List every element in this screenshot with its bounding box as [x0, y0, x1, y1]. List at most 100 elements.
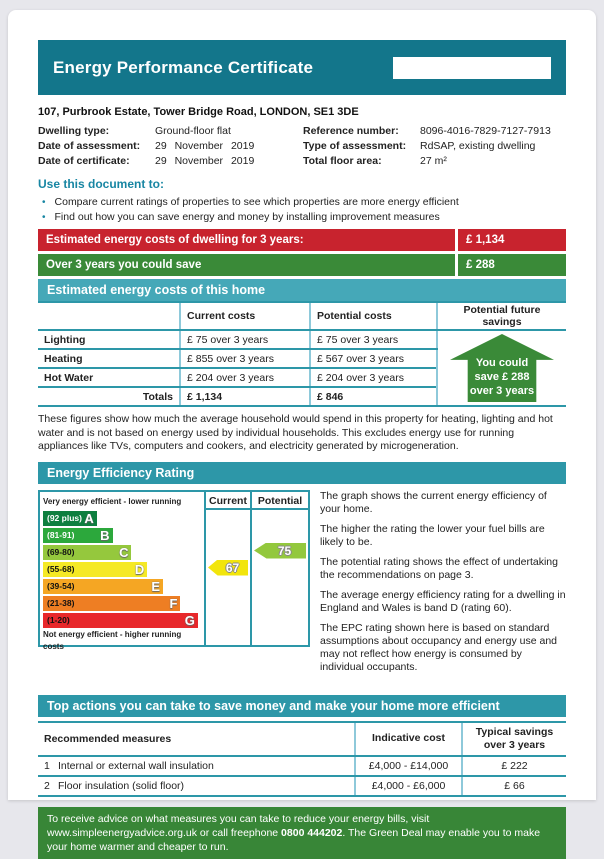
- savings-badge-text: You could save £ 288 over 3 years: [469, 357, 535, 397]
- epc-band-g: (1-20) G: [43, 612, 198, 628]
- band-range: (69-80): [47, 547, 75, 557]
- band-letter: B: [100, 527, 110, 543]
- cost-cell: £4,000 - £14,000: [354, 755, 462, 777]
- costs-header-row: Current costs Potential costs Potential …: [38, 301, 566, 331]
- property-address: 107, Purbrook Estate, Tower Bridge Road,…: [38, 106, 359, 118]
- table-row: 2 Floor insulation (solid floor) £4,000 -…: [38, 775, 566, 797]
- actions-header-row: Recommended measures Indicative cost Typ…: [38, 720, 566, 757]
- band-letter: G: [184, 612, 195, 628]
- arrow-current: 67: [208, 559, 248, 576]
- rating-paragraph: The EPC rating shown here is based on st…: [320, 621, 557, 673]
- band-letter: C: [119, 544, 129, 560]
- band-range: (21-38): [47, 598, 75, 608]
- detail-label: Dwelling type:: [38, 125, 110, 137]
- epc-band-a: (92 plus) A: [43, 510, 97, 526]
- table-row: Hot Water £ 204 over 3 years £ 204 over …: [38, 368, 566, 388]
- banner-label: Estimated energy costs of dwelling for 3…: [46, 234, 304, 246]
- current-column-header: Current: [206, 492, 250, 510]
- band-range: (55-68): [47, 564, 75, 574]
- totals-label: Totals: [38, 387, 180, 407]
- detail-value: 27 m²: [420, 155, 447, 167]
- cost-cell: £ 204 over 3 years: [309, 368, 437, 388]
- band-letter: D: [134, 561, 145, 577]
- actions-header-measures: Recommended measures: [38, 720, 355, 757]
- cost-cell: £ 855 over 3 years: [179, 349, 310, 369]
- chart-bottom-label: Not energy efficient - higher running co…: [43, 629, 182, 651]
- savings-cell: £ 222: [461, 755, 566, 777]
- totals-row: Totals £ 1,134 £ 846: [38, 387, 566, 407]
- band-range: (39-54): [47, 581, 75, 591]
- savings-banner: Over 3 years you could save £ 288: [38, 254, 566, 276]
- detail-value: RdSAP, existing dwelling: [420, 140, 536, 152]
- band-letter: A: [84, 510, 94, 526]
- measure-number: 1: [44, 759, 50, 772]
- banner-label: Over 3 years you could save: [46, 259, 202, 271]
- detail-label: Type of assessment:: [303, 140, 407, 152]
- cost-cell: £ 75 over 3 years: [179, 330, 310, 350]
- use-document-heading: Use this document to:: [38, 177, 165, 191]
- epc-band-b: (81-91) B: [43, 527, 113, 543]
- epc-band-e: (39-54) E: [43, 578, 164, 594]
- potential-column: Potential 75: [250, 491, 308, 645]
- chart-top-label: Very energy efficient - lower running co…: [43, 496, 182, 522]
- epc-bands-column: Very energy efficient - lower running co…: [40, 492, 204, 651]
- detail-label: Date of assessment:: [38, 140, 141, 152]
- detail-value: 29 November 2019: [155, 140, 255, 152]
- table-row: Lighting £ 75 over 3 years £ 75 over 3 y…: [38, 330, 566, 407]
- bullet-item: Compare current ratings of properties to…: [38, 195, 566, 210]
- detail-value: 8096-4016-7829-7127-7913: [420, 125, 551, 137]
- page-title: Energy Performance Certificate: [53, 57, 314, 77]
- measure-number: 2: [44, 779, 50, 792]
- cost-row-label: Lighting: [38, 330, 180, 350]
- estimated-costs-banner: Estimated energy costs of dwelling for 3…: [38, 229, 566, 251]
- cost-row-label: Heating: [38, 349, 180, 369]
- potential-column-header: Potential: [252, 492, 308, 510]
- epc-rating-chart: Very energy efficient - lower running co…: [38, 489, 310, 651]
- detail-value: 29 November 2019: [155, 155, 255, 167]
- use-document-bullets: Compare current ratings of properties to…: [38, 195, 566, 225]
- certificate-page: Energy Performance Certificate 107, Purb…: [8, 10, 596, 859]
- section-heading-rating: Energy Efficiency Rating: [38, 461, 566, 484]
- band-letter: E: [151, 578, 161, 594]
- band-range: (92 plus): [47, 513, 82, 523]
- measure-cell: 1 Internal or external wall insulation: [38, 755, 355, 777]
- epc-band-d: (55-68) D: [43, 561, 148, 577]
- detail-value: Ground-floor flat: [155, 125, 231, 137]
- bullet-item: Find out how you can save energy and mon…: [38, 210, 566, 225]
- savings-house-badge: You could save £ 288 over 3 years: [450, 334, 554, 402]
- costs-note: These figures show how much the average …: [38, 413, 553, 452]
- cost-cell: £4,000 - £6,000: [354, 775, 462, 797]
- measure-cell: 2 Floor insulation (solid floor): [38, 775, 355, 797]
- cost-cell: £ 75 over 3 years: [309, 330, 437, 350]
- energy-efficiency-rating-block: Very energy efficient - lower running co…: [38, 489, 566, 681]
- band-range: (81-91): [47, 530, 75, 540]
- table-row: 1 Internal or external wall insulation £4…: [38, 755, 566, 777]
- section-heading-actions: Top actions you can take to save money a…: [38, 694, 566, 717]
- dwelling-details: Dwelling type: Ground-floor flat Referen…: [38, 124, 566, 169]
- arrow-potential: 75: [254, 542, 306, 559]
- redacted-certificate-number-box: [393, 56, 551, 79]
- costs-header-current: Current costs: [179, 301, 310, 331]
- measure-name: Internal or external wall insulation: [58, 759, 214, 772]
- costs-header-future-savings: Potential future savings: [436, 301, 566, 331]
- future-savings-cell: You could save £ 288 over 3 years: [436, 330, 566, 407]
- rating-paragraph: The potential rating shows the effect of…: [320, 555, 558, 581]
- epc-band-f: (21-38) F: [43, 595, 181, 611]
- savings-cell: £ 66: [461, 775, 566, 797]
- measure-name: Floor insulation (solid floor): [58, 779, 185, 792]
- rating-paragraph: The average energy efficiency rating for…: [320, 588, 566, 614]
- detail-label: Reference number:: [303, 125, 399, 137]
- costs-header-blank: [38, 301, 180, 331]
- banner-value: £ 1,134: [455, 229, 566, 251]
- banner-value: £ 288: [455, 254, 566, 276]
- actions-header-savings: Typical savings over 3 years: [461, 720, 566, 757]
- current-column-body: 67: [206, 510, 250, 645]
- actions-header-cost: Indicative cost: [354, 720, 462, 757]
- top-actions-table: Recommended measures Indicative cost Typ…: [38, 720, 566, 797]
- detail-label: Date of certificate:: [38, 155, 130, 167]
- table-row: Heating £ 855 over 3 years £ 567 over 3 …: [38, 349, 566, 369]
- energy-costs-table: Current costs Potential costs Potential …: [38, 301, 566, 407]
- totals-current: £ 1,134: [179, 387, 310, 407]
- cost-cell: £ 204 over 3 years: [179, 368, 310, 388]
- rating-explanation: The graph shows the current energy effic…: [310, 490, 566, 681]
